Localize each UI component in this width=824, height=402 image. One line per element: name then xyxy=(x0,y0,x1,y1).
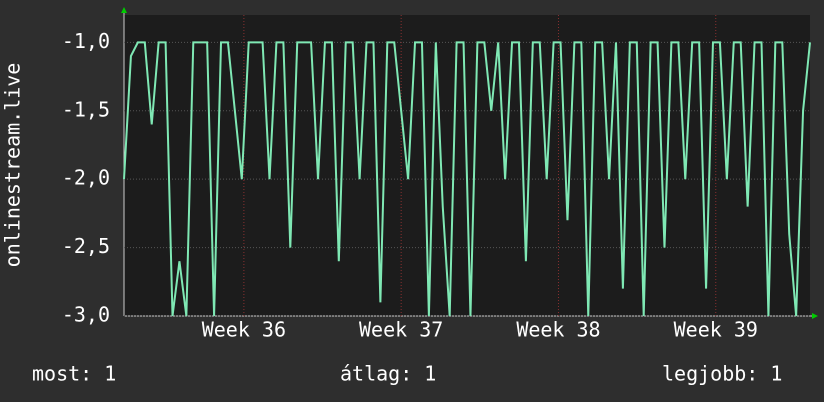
y-tick-label: -1,5 xyxy=(62,97,110,121)
x-tick-label: Week 36 xyxy=(202,318,286,342)
y-tick-label: -2,5 xyxy=(62,234,110,258)
stat-value: 1 xyxy=(104,362,116,386)
x-tick-label: Week 38 xyxy=(516,318,600,342)
stat-value: 1 xyxy=(424,362,436,386)
y-tick-label: -2,0 xyxy=(62,166,110,190)
stat-label: most: xyxy=(32,362,92,386)
axis-arrow xyxy=(812,313,818,319)
x-tick-label: Week 39 xyxy=(674,318,758,342)
stat-value: 1 xyxy=(770,362,782,386)
y-tick-label: -3,0 xyxy=(62,303,110,327)
y-axis-label: onlinestream.live xyxy=(1,63,25,268)
stat-label: átlag: xyxy=(340,362,412,386)
data-line xyxy=(123,41,811,317)
y-tick-label: -1,0 xyxy=(62,29,110,53)
stat-label: legjobb: xyxy=(662,362,758,386)
axis-arrow xyxy=(121,7,127,13)
x-tick-label: Week 37 xyxy=(359,318,443,342)
